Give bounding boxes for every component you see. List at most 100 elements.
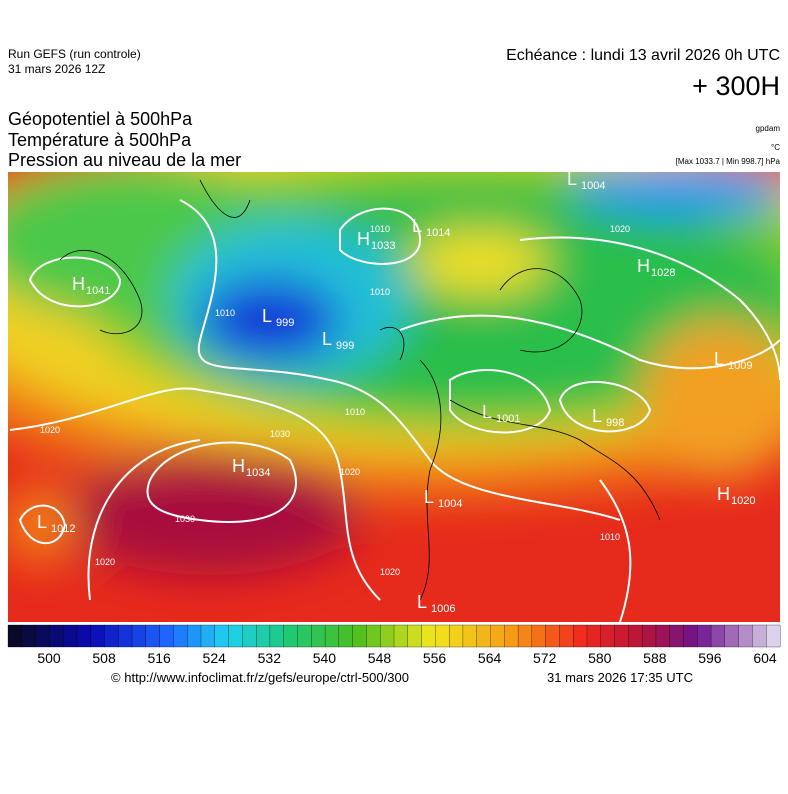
pressure-value: 1014 — [426, 227, 450, 239]
colorbar-swatch — [435, 624, 450, 648]
pressure-letter: H — [72, 274, 85, 294]
colorbar-swatch — [655, 624, 671, 648]
colorbar-swatch — [311, 624, 326, 648]
colorbar-swatch — [738, 624, 753, 648]
pressure-letter: L — [417, 592, 427, 612]
pressure-letter: L — [714, 349, 724, 369]
colorbar-tick-label: 508 — [92, 650, 116, 666]
colorbar: 500 508 516 524 532 540 548 556 564 572 580 588 596 6… — [7, 624, 781, 666]
colorbar-swatch — [173, 624, 188, 648]
colorbar-swatch — [324, 624, 340, 648]
pressure-letter: L — [412, 216, 422, 236]
pressure-letter: L — [424, 487, 434, 507]
colorbar-swatch — [187, 624, 202, 648]
forecast-time: Echéance : lundi 13 avril 2026 0h UTC — [506, 47, 780, 64]
field-line: Pression au niveau de la mer — [8, 150, 241, 170]
colorbar-swatch — [641, 624, 657, 648]
colorbar-swatch — [49, 624, 64, 648]
pressure-value: 1028 — [651, 267, 675, 279]
colorbar-swatch — [21, 624, 37, 648]
colorbar-swatch — [462, 624, 478, 648]
field-line: Géopotentiel à 500hPa — [8, 109, 193, 129]
colorbar-swatch — [297, 624, 312, 648]
pressure-value: 1033 — [371, 240, 395, 252]
colorbar-tick-label: 556 — [423, 650, 447, 666]
colorbar-swatch — [517, 624, 533, 648]
colorbar-swatch — [586, 624, 602, 648]
colorbar-swatch — [683, 624, 698, 648]
pressure-value: 999 — [336, 340, 354, 352]
colorbar-swatch — [283, 624, 298, 648]
colorbar-swatch — [62, 624, 78, 648]
colorbar-swatch — [600, 624, 616, 648]
colorbar-swatch — [504, 624, 519, 648]
colorbar-tick-label: 596 — [698, 650, 722, 666]
unit-label: [Max 1033.7 | Min 998.7] hPa — [676, 157, 781, 166]
colorbar-swatch — [352, 624, 367, 648]
temperature-field — [8, 172, 780, 575]
colorbar-swatch — [669, 624, 684, 648]
colorbar-swatch — [269, 624, 285, 648]
colorbar-swatch — [393, 624, 409, 648]
colorbar-swatch — [752, 624, 767, 648]
pressure-letter: H — [637, 256, 650, 276]
coastlines — [59, 179, 661, 601]
pressure-value: 1004 — [581, 180, 605, 192]
isobar-label: 1030 — [270, 429, 290, 439]
pressure-value: 1006 — [431, 603, 455, 615]
isobars — [9, 199, 780, 622]
pressure-letter: L — [592, 406, 602, 426]
colorbar-swatch — [766, 624, 781, 648]
colorbar-swatch — [255, 624, 271, 648]
colorbar-swatch — [448, 624, 464, 648]
colorbar-swatch — [35, 624, 50, 648]
colorbar-swatch — [614, 624, 629, 648]
pressure-value: 1041 — [86, 285, 110, 297]
colorbar-swatch — [7, 624, 23, 648]
colorbar-swatch — [421, 624, 436, 648]
colorbar-tick-label: 548 — [368, 650, 392, 666]
colorbar-swatch — [697, 624, 712, 648]
colorbar-swatch — [407, 624, 423, 648]
colorbar-swatch — [76, 624, 92, 648]
isobar-label: 1010 — [600, 532, 620, 542]
colorbar-swatch — [545, 624, 560, 648]
colorbar-swatch — [531, 624, 547, 648]
pressure-letter: L — [37, 512, 47, 532]
isobar-label: 1020 — [340, 467, 360, 477]
isobar-label: 1010 — [370, 287, 390, 297]
colorbar-swatch — [366, 624, 381, 648]
pressure-value: 1020 — [731, 495, 755, 507]
colorbar-swatch — [214, 624, 230, 648]
pressure-value: 1034 — [246, 467, 270, 479]
colorbar-tick-label: 572 — [533, 650, 557, 666]
lead-time: + 300H — [692, 71, 780, 101]
isobar-label: 1020 — [610, 224, 630, 234]
colorbar-swatch — [131, 624, 147, 648]
source-url: © http://www.infoclimat.fr/z/gefs/europe… — [111, 670, 409, 685]
pressure-letter: H — [717, 484, 730, 504]
pressure-value: 999 — [276, 317, 294, 329]
unit-label: °C — [771, 143, 780, 152]
isobar-label: 1010 — [215, 308, 235, 318]
colorbar-swatch — [724, 624, 740, 648]
colorbar-swatch — [118, 624, 133, 648]
colorbar-swatch — [628, 624, 643, 648]
isobar-label: 1010 — [345, 407, 365, 417]
pressure-value: 1009 — [728, 360, 752, 372]
colorbar-tick-label: 588 — [643, 650, 667, 666]
pressure-letter: H — [357, 229, 370, 249]
pressure-letter: L — [262, 306, 272, 326]
colorbar-swatch — [104, 624, 119, 648]
run-date: 31 mars 2026 12Z — [8, 62, 105, 76]
pressure-letter: H — [232, 456, 245, 476]
colorbar-tick-label: 564 — [478, 650, 502, 666]
pressure-value: 1004 — [438, 498, 462, 510]
colorbar-swatch — [338, 624, 354, 648]
field-line: Température à 500hPa — [8, 130, 192, 150]
colorbar-tick-label: 516 — [147, 650, 171, 666]
colorbar-tick-label: 604 — [753, 650, 777, 666]
colorbar-swatch — [242, 624, 257, 648]
